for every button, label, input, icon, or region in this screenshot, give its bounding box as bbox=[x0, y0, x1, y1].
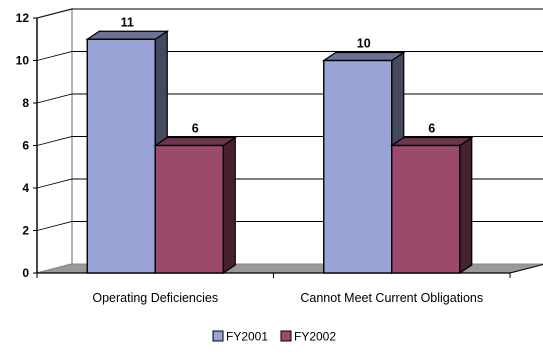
gridline bbox=[36, 8, 543, 19]
bar-top-fy2002 bbox=[389, 136, 474, 147]
bar-top-fy2001 bbox=[85, 30, 170, 40]
legend-swatch-fy2002 bbox=[280, 330, 292, 342]
y-tick-label: 12 bbox=[16, 11, 30, 25]
y-tick-label: 2 bbox=[22, 224, 29, 238]
labels: 0 2 4 6 8 10 12 11 6 Operating Deficiencies 10 6 Can… bbox=[16, 11, 483, 305]
bar-top-fy2002 bbox=[153, 136, 238, 147]
data-label: 6 bbox=[192, 122, 199, 136]
y-tick-label: 8 bbox=[22, 96, 29, 110]
x-category-label: Operating Deficiencies bbox=[92, 291, 218, 305]
bar-side-fy2002 bbox=[459, 136, 473, 275]
y-tick-label: 0 bbox=[22, 266, 29, 280]
legend-swatch-fy2001 bbox=[212, 330, 224, 342]
legend-label-fy2001: FY2001 bbox=[226, 330, 268, 344]
y-tick-label: 10 bbox=[16, 54, 30, 68]
legend-label-fy2002: FY2002 bbox=[294, 330, 336, 344]
y-tick-label: 4 bbox=[22, 181, 29, 195]
bar-fy2001 bbox=[86, 38, 156, 274]
y-tick-label: 6 bbox=[22, 139, 29, 153]
data-label: 11 bbox=[121, 15, 134, 29]
bar-fy2002 bbox=[391, 144, 461, 274]
bar-top-fy2001 bbox=[321, 51, 406, 62]
x-category-label: Cannot Meet Current Obligations bbox=[300, 291, 483, 305]
data-label: 6 bbox=[428, 122, 435, 136]
legend: FY2001 FY2002 bbox=[212, 330, 336, 344]
data-label: 10 bbox=[357, 37, 371, 51]
bar-fy2002 bbox=[154, 144, 224, 274]
x-axis-end bbox=[509, 263, 543, 274]
bar-side-fy2002 bbox=[222, 136, 236, 275]
bars bbox=[85, 30, 474, 275]
bar-fy2001 bbox=[323, 59, 393, 274]
gridline bbox=[36, 51, 543, 61]
